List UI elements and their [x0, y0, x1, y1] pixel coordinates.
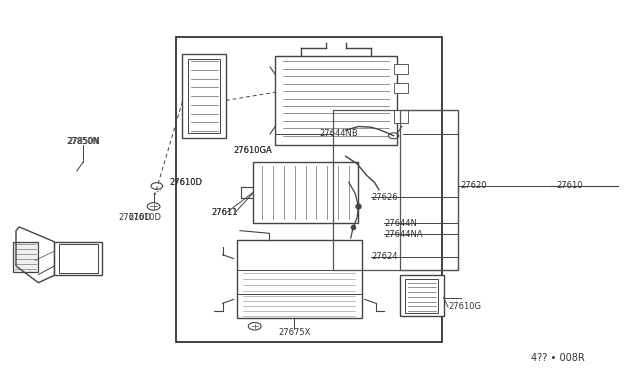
Text: 27610D: 27610D [118, 213, 151, 222]
Text: 27644N: 27644N [384, 219, 417, 228]
Bar [59, 244, 98, 273]
Text: 27611: 27611 [211, 208, 237, 217]
Bar [400, 275, 444, 316]
Text: 27611: 27611 [211, 208, 237, 217]
Text: 27675X: 27675X [278, 328, 310, 337]
Bar [253, 162, 358, 223]
Text: 27624: 27624 [371, 252, 397, 261]
Text: 27610: 27610 [557, 182, 583, 190]
Text: 27644NB: 27644NB [320, 129, 358, 138]
Bar [176, 37, 442, 342]
Polygon shape [16, 227, 54, 283]
Bar [394, 64, 408, 74]
Text: 4?? • 008R: 4?? • 008R [531, 353, 585, 363]
Bar [400, 110, 458, 270]
Bar [188, 59, 220, 133]
Text: 27610D: 27610D [170, 178, 203, 187]
Text: 27850N: 27850N [67, 137, 100, 146]
Bar [394, 110, 408, 123]
Bar [394, 83, 408, 93]
Text: 27626: 27626 [371, 193, 398, 202]
Text: 27644NA: 27644NA [384, 230, 422, 239]
Bar [405, 279, 438, 313]
Bar [182, 54, 226, 138]
Text: 27610D: 27610D [128, 213, 161, 222]
Bar [333, 110, 458, 270]
Text: 27610GA: 27610GA [234, 146, 273, 155]
Bar [54, 242, 102, 275]
Bar [275, 56, 397, 145]
Text: 27850N: 27850N [67, 137, 100, 146]
Text: 27620: 27620 [461, 182, 487, 190]
Text: 27610GA: 27610GA [234, 146, 273, 155]
Bar [13, 242, 38, 272]
Bar [237, 240, 362, 318]
Text: 27610G: 27610G [448, 302, 481, 311]
Text: 27610D: 27610D [170, 178, 203, 187]
